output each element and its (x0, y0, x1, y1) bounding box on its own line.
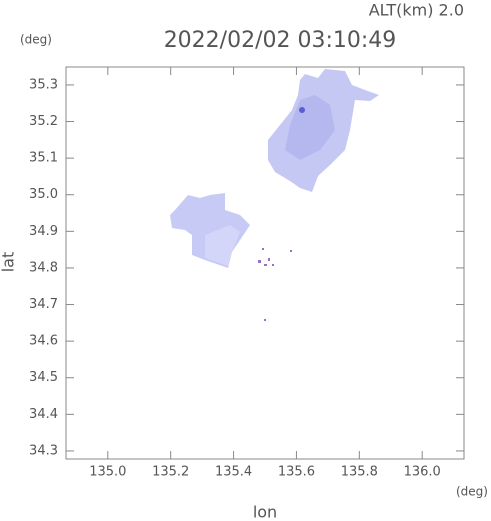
x-tick-label: 135.6 (278, 465, 315, 480)
y-axis-label: lat (0, 252, 18, 273)
region-north-shade (285, 95, 335, 160)
y-tick-label: 34.8 (29, 260, 58, 275)
x-tick-label: 135.0 (89, 465, 126, 480)
x-tick-label: 135.2 (152, 465, 189, 480)
plot-frame (65, 66, 465, 460)
y-tick-label: 34.9 (29, 224, 58, 239)
x-tick-label: 135.4 (215, 465, 252, 480)
region-north-spot (299, 107, 305, 113)
y-tick-label: 35.0 (29, 187, 58, 202)
y-tick-label: 35.3 (29, 77, 58, 92)
y-tick-label: 35.2 (29, 114, 58, 129)
x-tick-label: 136.0 (404, 465, 441, 480)
y-tick-label: 35.1 (29, 151, 58, 166)
altitude-label: ALT(km) 2.0 (369, 1, 464, 20)
x-tick-label: 135.8 (341, 465, 378, 480)
y-tick-label: 34.3 (29, 443, 58, 458)
x-axis-label: lon (253, 503, 277, 521)
chart-title: 2022/02/02 03:10:49 (164, 28, 397, 53)
y-unit: (deg) (20, 33, 52, 47)
y-tick-label: 34.4 (29, 407, 58, 422)
data-regions (170, 69, 379, 321)
y-tick-label: 34.7 (29, 297, 58, 312)
scatter-spots (258, 248, 292, 321)
y-tick-label: 34.6 (29, 334, 58, 349)
y-tick-label: 34.5 (29, 370, 58, 385)
region-south-shade (205, 225, 240, 266)
x-unit: (deg) (456, 485, 488, 499)
